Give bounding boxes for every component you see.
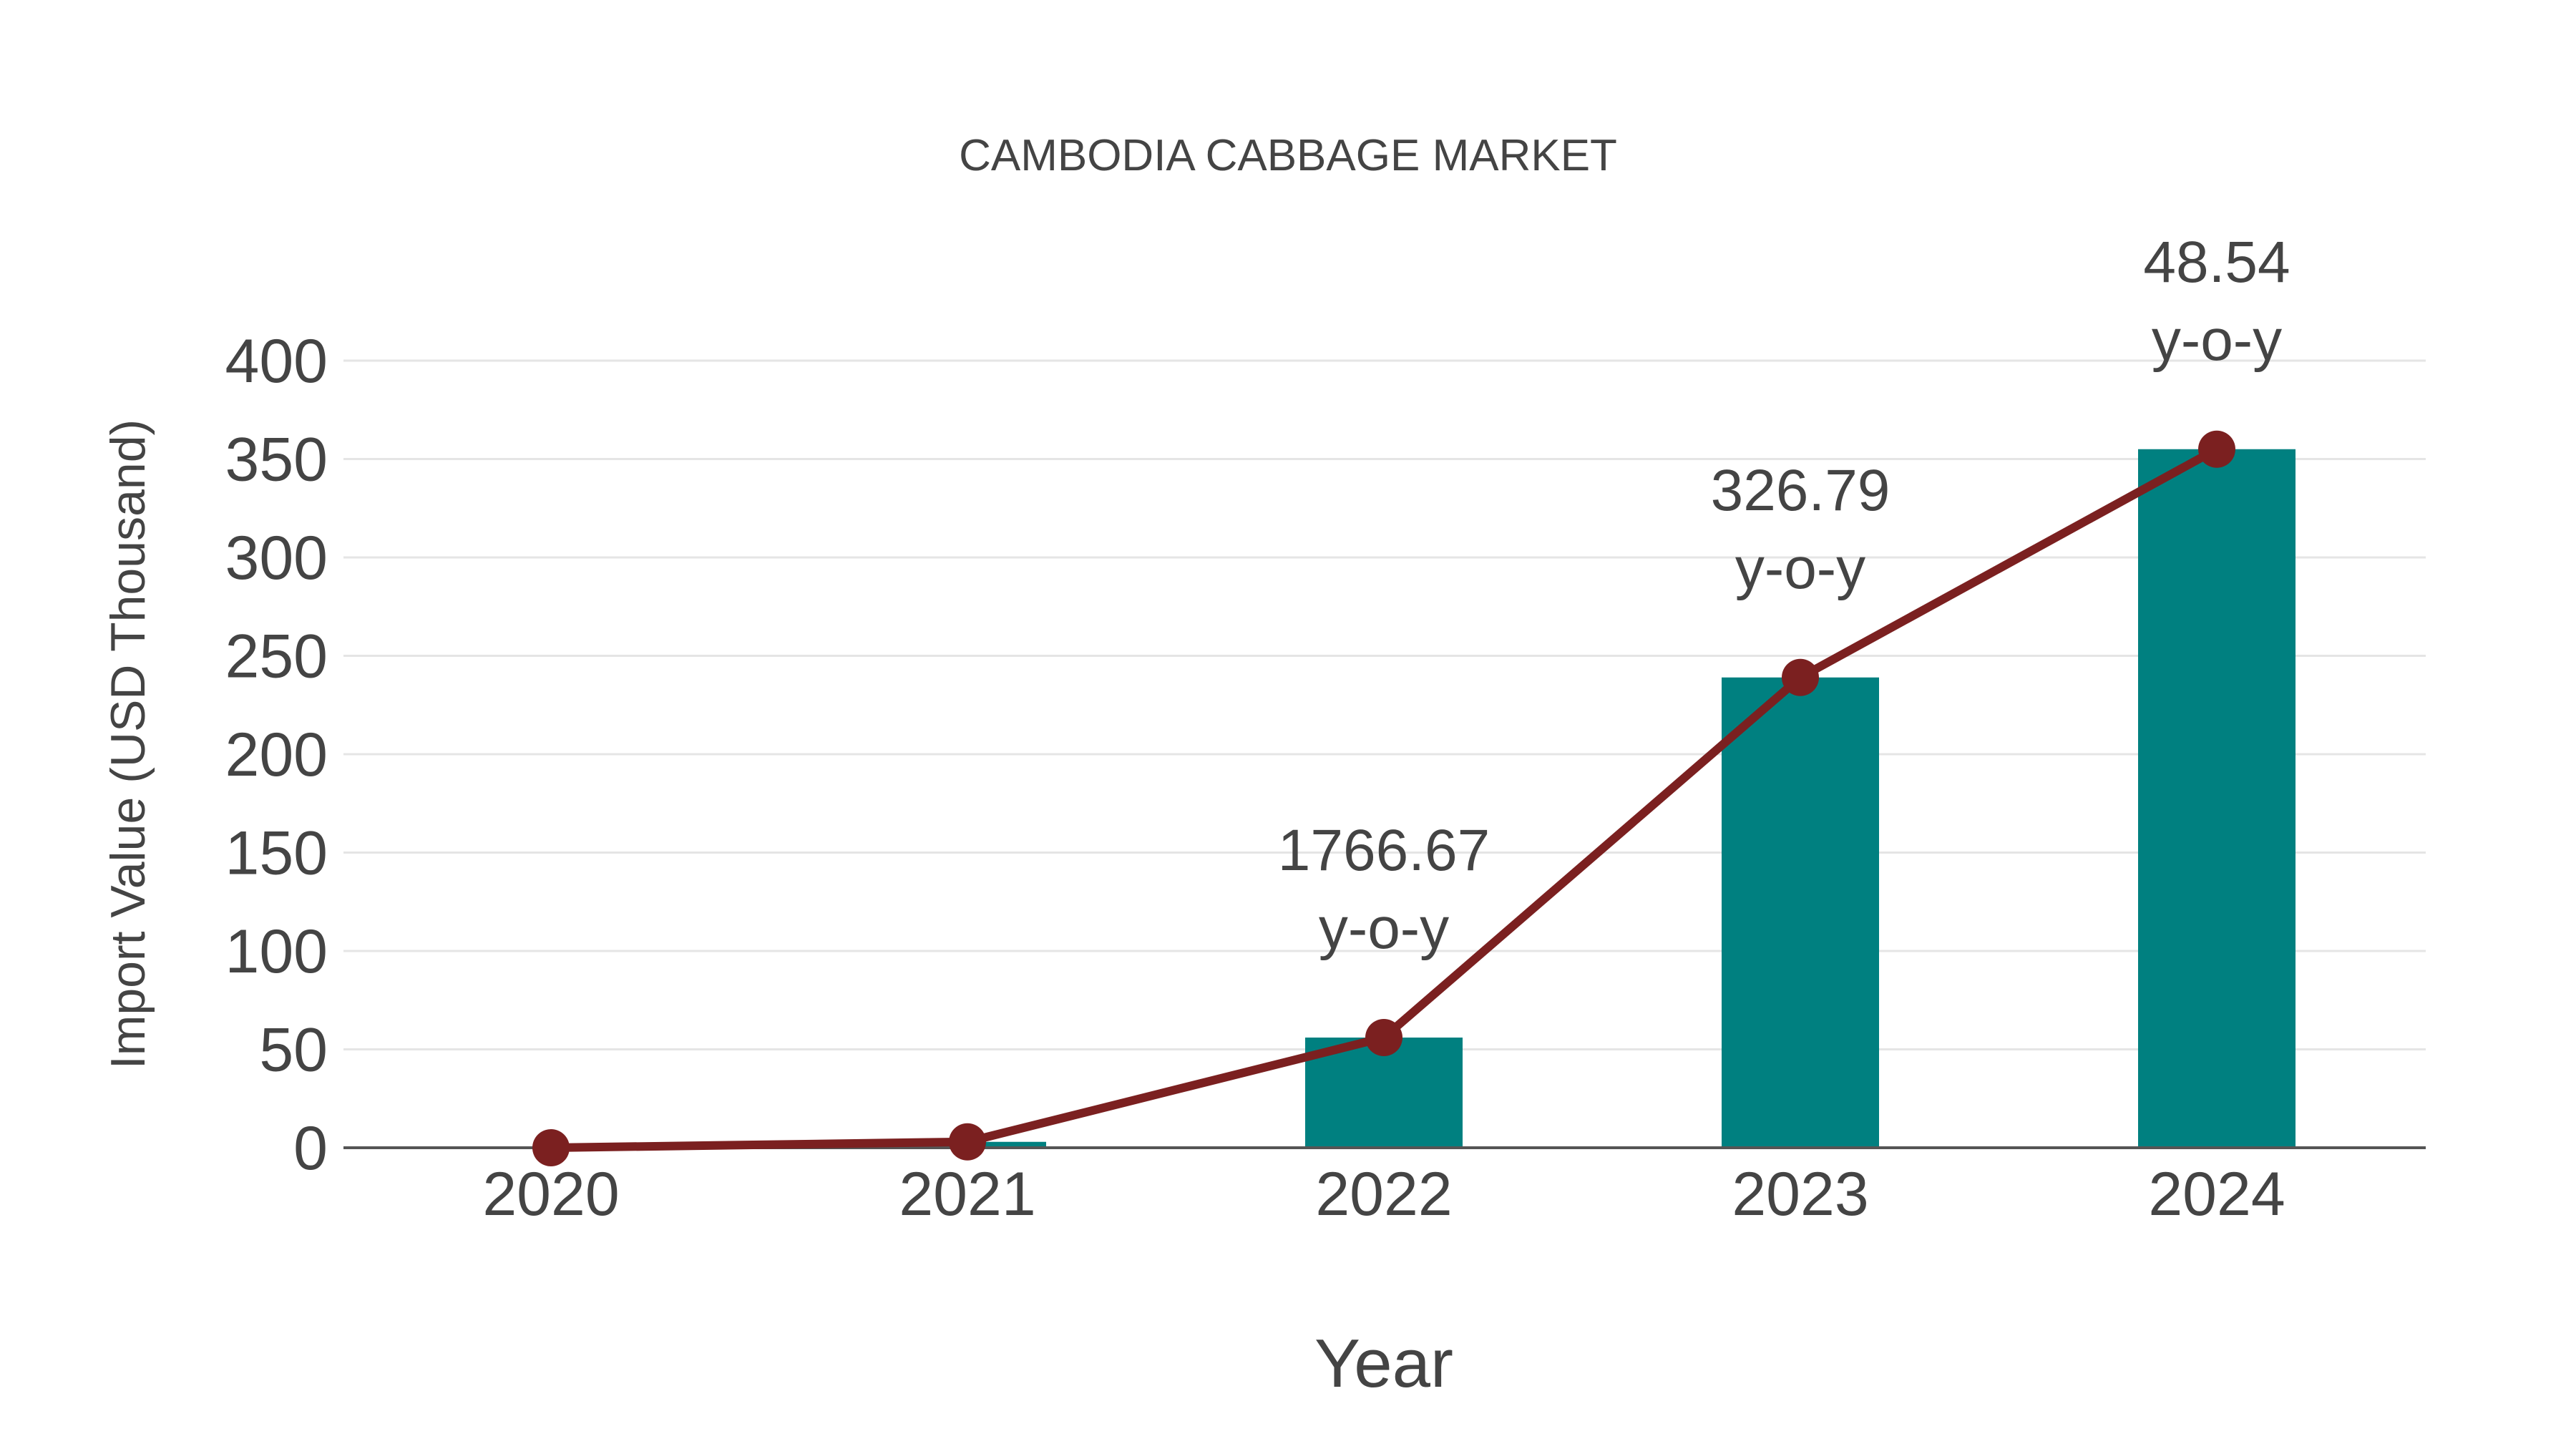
yoy-suffix: y-o-y [2152,308,2282,373]
y-tick-label: 400 [225,327,328,396]
x-tick-label: 2023 [1732,1160,1868,1229]
y-tick-label: 250 [225,623,328,691]
y-axis-ticks: 0 50 100 150 200 250 300 350 400 [225,327,328,1183]
x-axis-title: Year [1314,1325,1453,1402]
trend-marker-2021 [949,1123,986,1161]
trend-marker-2023 [1782,658,1819,696]
y-axis-title: Import Value (USD Thousand) [101,419,155,1069]
y-tick-label: 50 [259,1016,328,1085]
yoy-suffix: y-o-y [1735,536,1865,601]
x-tick-label: 2020 [482,1160,619,1229]
grid-lines [343,359,2426,1050]
chart-title: CAMBODIA CABBAGE MARKET [959,131,1617,180]
yoy-annotations: 1766.67 y-o-y 326.79 y-o-y 48.54 y-o-y [1278,230,2290,961]
x-tick-label: 2021 [899,1160,1035,1229]
y-tick-label: 200 [225,721,328,789]
bar-2023 [1722,677,1879,1148]
trend-marker-2020 [532,1129,570,1166]
bar-2024 [2138,449,2296,1148]
y-tick-label: 350 [225,426,328,494]
yoy-value: 48.54 [2143,230,2290,295]
yoy-value: 326.79 [1711,458,1890,523]
x-tick-label: 2022 [1315,1160,1452,1229]
x-tick-label: 2024 [2148,1160,2285,1229]
trend-line [532,430,2235,1166]
yoy-value: 1766.67 [1278,818,1490,883]
yoy-suffix: y-o-y [1319,896,1449,961]
y-tick-label: 0 [293,1114,328,1183]
y-tick-label: 100 [225,917,328,986]
x-axis-ticks: 2020 2021 2022 2023 2024 [482,1160,2285,1229]
trend-marker-2022 [1365,1019,1402,1056]
bars [889,449,2296,1148]
trend-marker-2024 [2198,430,2235,468]
y-tick-label: 150 [225,819,328,888]
y-tick-label: 300 [225,524,328,592]
